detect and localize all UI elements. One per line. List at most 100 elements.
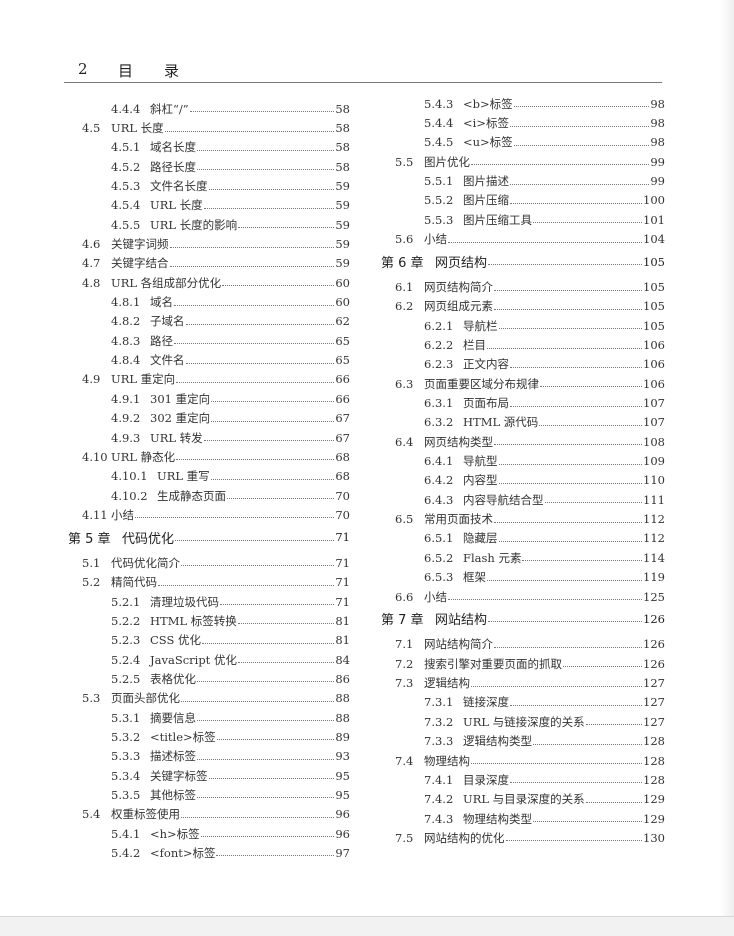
entry-page: 67 bbox=[335, 411, 350, 426]
entry-page: 70 bbox=[335, 507, 350, 522]
entry-page: 81 bbox=[335, 633, 350, 648]
toc-entry: 6.5 常用页面技术 112 bbox=[381, 509, 665, 528]
entry-number: 4.9.3 bbox=[111, 430, 141, 445]
dot-leader bbox=[513, 144, 650, 146]
entry-title: <u>标签 bbox=[463, 135, 513, 150]
toc-entry: 5.4.3 <b>标签 98 bbox=[381, 94, 665, 113]
dot-leader bbox=[216, 739, 335, 741]
toc-entry: 5.4.1 <h>标签 96 bbox=[68, 824, 350, 843]
entry-title: 文件名长度 bbox=[150, 179, 208, 194]
entry-number: 6.4 bbox=[395, 434, 414, 449]
entry-page: 59 bbox=[335, 237, 350, 252]
toc-entry: 6.3 页面重要区域分布规律 106 bbox=[381, 374, 665, 393]
toc-entry: 6.6 小结 125 bbox=[381, 587, 665, 606]
entry-page: 98 bbox=[650, 116, 665, 131]
entry-page: 129 bbox=[643, 792, 665, 807]
dot-leader bbox=[510, 704, 643, 706]
entry-number: 4.8.3 bbox=[111, 333, 141, 348]
dot-leader bbox=[513, 106, 650, 108]
entry-title: 301 重定向 bbox=[150, 391, 211, 406]
entry-page: 98 bbox=[650, 96, 665, 111]
toc-entry: 4.10 URL 静态化 68 bbox=[68, 447, 350, 466]
entry-number: 5.2.2 bbox=[111, 613, 141, 628]
entry-title: 链接深度 bbox=[463, 695, 509, 710]
entry-title: URL 静态化 bbox=[111, 449, 176, 464]
toc-entry: 6.4.1 导航型 109 bbox=[381, 451, 665, 470]
entry-title: 物理结构 bbox=[424, 753, 470, 768]
entry-number: 6.1 bbox=[395, 280, 414, 295]
entry-number: 5.4.5 bbox=[424, 135, 454, 150]
dot-leader bbox=[488, 264, 643, 266]
entry-number: 4.5 bbox=[82, 121, 101, 136]
entry-page: 129 bbox=[643, 811, 665, 826]
entry-page: 58 bbox=[335, 101, 350, 116]
entry-title: URL 重写 bbox=[157, 469, 210, 484]
entry-number: 4.4.4 bbox=[111, 101, 141, 116]
toc-entry: 6.1 网页结构简介 105 bbox=[381, 277, 665, 296]
toc-entry: 6.5.3 框架 119 bbox=[381, 568, 665, 587]
toc-entry: 5.2.5 表格优化 86 bbox=[68, 669, 350, 688]
entry-title: 栏目 bbox=[463, 338, 486, 353]
entry-title: 导航栏 bbox=[463, 318, 498, 333]
dot-leader bbox=[488, 621, 643, 623]
dot-leader bbox=[210, 478, 335, 480]
entry-page: 106 bbox=[643, 338, 665, 353]
entry-number: 第 5 章 bbox=[68, 531, 111, 547]
dot-leader bbox=[487, 347, 643, 349]
entry-title: 图片压缩 bbox=[463, 193, 509, 208]
dot-leader bbox=[533, 743, 643, 745]
entry-page: 84 bbox=[335, 652, 350, 667]
entry-number: 5.4 bbox=[82, 807, 101, 822]
entry-page: 65 bbox=[335, 353, 350, 368]
toc-entry: 4.9.1 301 重定向 66 bbox=[68, 389, 350, 408]
entry-title: 关键字标签 bbox=[150, 768, 208, 783]
entry-title: 网页结构 bbox=[435, 256, 488, 272]
entry-page: 81 bbox=[335, 613, 350, 628]
entry-title: 导航型 bbox=[463, 454, 498, 469]
entry-number: 6.2 bbox=[395, 299, 414, 314]
entry-title: 域名 bbox=[150, 295, 173, 310]
entry-number: 6.2.1 bbox=[424, 318, 454, 333]
entry-number: 7.1 bbox=[395, 637, 414, 652]
entry-page: 66 bbox=[335, 372, 350, 387]
entry-page: 101 bbox=[643, 212, 665, 227]
dot-leader bbox=[510, 405, 643, 407]
entry-number: 4.9.2 bbox=[111, 411, 141, 426]
entry-number: 7.4 bbox=[395, 753, 414, 768]
toc-entry: 4.8 URL 各组成部分优化 60 bbox=[68, 273, 350, 292]
entry-number: 5.3.3 bbox=[111, 749, 141, 764]
dot-leader bbox=[220, 604, 335, 606]
dot-leader bbox=[197, 797, 335, 799]
dot-leader bbox=[471, 763, 643, 765]
dot-leader bbox=[448, 599, 643, 601]
entry-page: 98 bbox=[650, 135, 665, 150]
entry-title: 斜杠“/” bbox=[150, 101, 189, 116]
entry-number: 7.4.2 bbox=[424, 792, 454, 807]
dot-leader bbox=[544, 502, 643, 504]
entry-page: 68 bbox=[335, 469, 350, 484]
entry-title: 搜索引擎对重要页面的抓取 bbox=[424, 656, 562, 671]
toc-entry: 4.5.2 路径长度 58 bbox=[68, 157, 350, 176]
entry-title: 关键字结合 bbox=[111, 256, 169, 271]
toc-entry: 6.4.2 内容型 110 bbox=[381, 471, 665, 490]
entry-page: 59 bbox=[335, 179, 350, 194]
entry-title: <b>标签 bbox=[463, 96, 513, 111]
toc-entry: 5.4.4 <i>标签 98 bbox=[381, 113, 665, 132]
entry-number: 第 7 章 bbox=[381, 613, 424, 629]
dot-leader bbox=[175, 539, 335, 541]
entry-title: <title>标签 bbox=[150, 729, 216, 744]
entry-number: 7.5 bbox=[395, 830, 414, 845]
entry-page: 104 bbox=[643, 232, 665, 247]
toc-entry: 5.3.5 其他标签 95 bbox=[68, 785, 350, 804]
entry-number: 5.2 bbox=[82, 575, 101, 590]
entry-page: 105 bbox=[643, 280, 665, 295]
dot-leader bbox=[197, 149, 335, 151]
entry-page: 59 bbox=[335, 217, 350, 232]
toc-entry: 6.4.3 内容导航结合型 111 bbox=[381, 490, 665, 509]
entry-number: 5.5 bbox=[395, 154, 414, 169]
header-title-char: 录 bbox=[164, 62, 180, 80]
dot-leader bbox=[509, 125, 650, 127]
entry-page: 119 bbox=[643, 570, 665, 585]
toc-entry: 6.4 网页结构类型 108 bbox=[381, 432, 665, 451]
page-bottom-edge bbox=[0, 916, 734, 936]
